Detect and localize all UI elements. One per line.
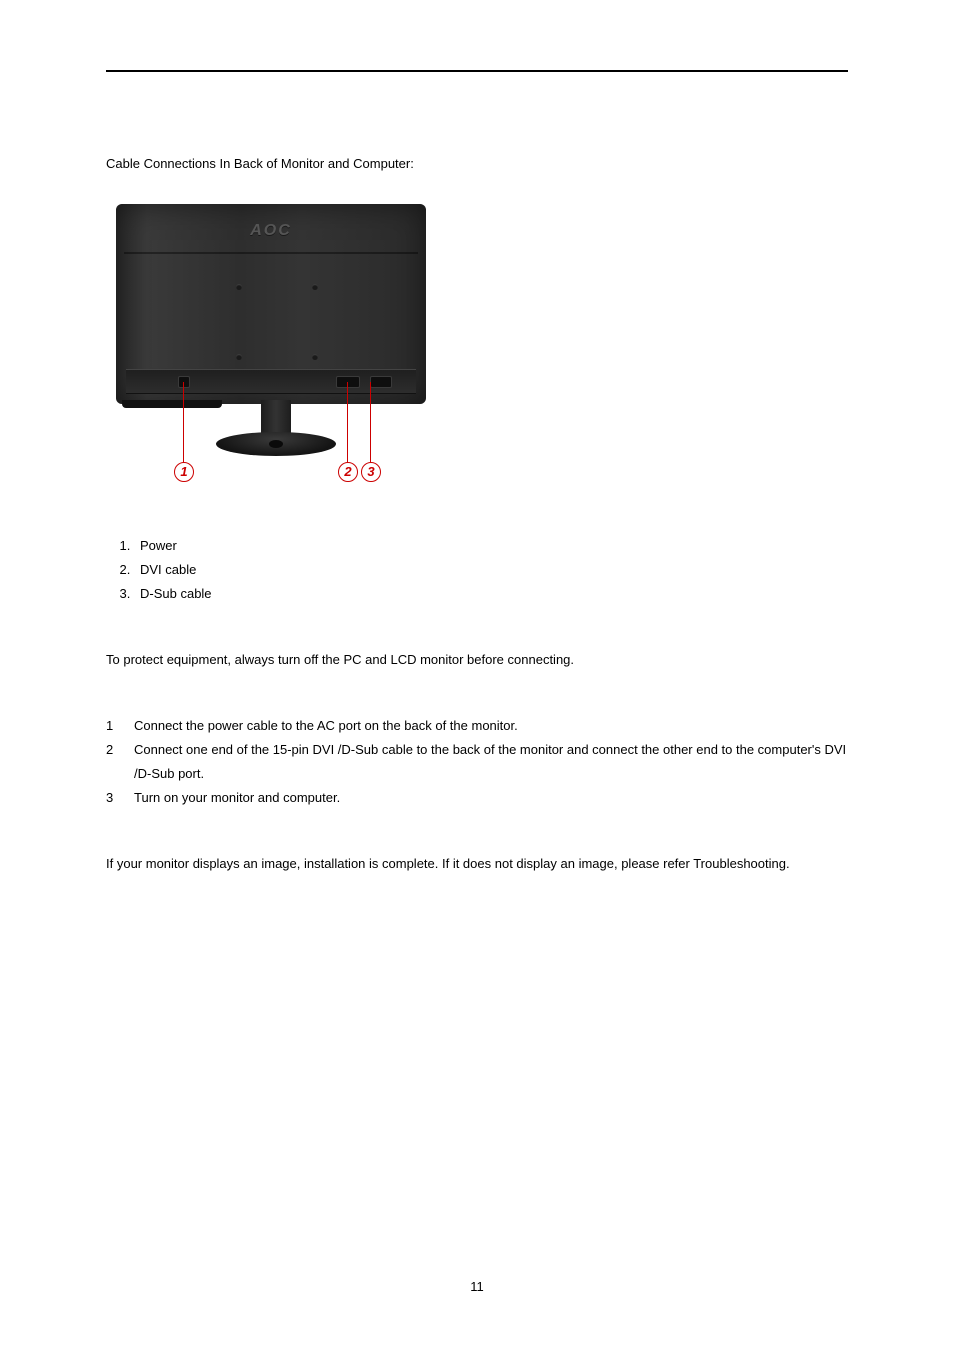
steps-list: 1 Connect the power cable to the AC port… <box>106 714 848 810</box>
brand-logo: AOC <box>116 222 426 240</box>
vesa-screw-icon <box>312 354 318 360</box>
step-number: 2 <box>106 738 134 786</box>
dvi-port-icon <box>336 376 360 388</box>
legend-item: D-Sub cable <box>134 582 848 606</box>
vesa-screw-icon <box>312 284 318 290</box>
legend-item: DVI cable <box>134 558 848 582</box>
intro-text: Cable Connections In Back of Monitor and… <box>106 154 848 174</box>
warning-text: To protect equipment, always turn off th… <box>106 648 848 672</box>
front-buttons-icon <box>122 400 222 408</box>
port-legend-list: Power DVI cable D-Sub cable <box>106 534 848 606</box>
leader-line <box>183 382 184 464</box>
step-text: Turn on your monitor and computer. <box>134 786 848 810</box>
leader-line <box>347 382 348 464</box>
leader-line <box>370 382 371 464</box>
power-port-icon <box>178 376 190 388</box>
port-row <box>126 369 416 394</box>
step-item: 2 Connect one end of the 15-pin DVI /D-S… <box>106 738 848 786</box>
document-page: Cable Connections In Back of Monitor and… <box>0 0 954 1350</box>
stand-base <box>216 432 336 456</box>
callout-2: 2 <box>338 462 358 482</box>
legend-item: Power <box>134 534 848 558</box>
step-text: Connect one end of the 15-pin DVI /D-Sub… <box>134 738 848 786</box>
vesa-screw-icon <box>236 354 242 360</box>
monitor-rear-figure: AOC 1 2 3 <box>116 204 426 494</box>
callout-1: 1 <box>174 462 194 482</box>
closing-text: If your monitor displays an image, insta… <box>106 852 848 876</box>
dsub-port-icon <box>370 376 392 388</box>
step-number: 3 <box>106 786 134 810</box>
step-number: 1 <box>106 714 134 738</box>
step-item: 3 Turn on your monitor and computer. <box>106 786 848 810</box>
page-number: 11 <box>0 1279 954 1294</box>
step-text: Connect the power cable to the AC port o… <box>134 714 848 738</box>
step-item: 1 Connect the power cable to the AC port… <box>106 714 848 738</box>
vesa-screw-icon <box>236 284 242 290</box>
monitor-body: AOC <box>116 204 426 404</box>
top-rule <box>106 70 848 72</box>
callout-3: 3 <box>361 462 381 482</box>
